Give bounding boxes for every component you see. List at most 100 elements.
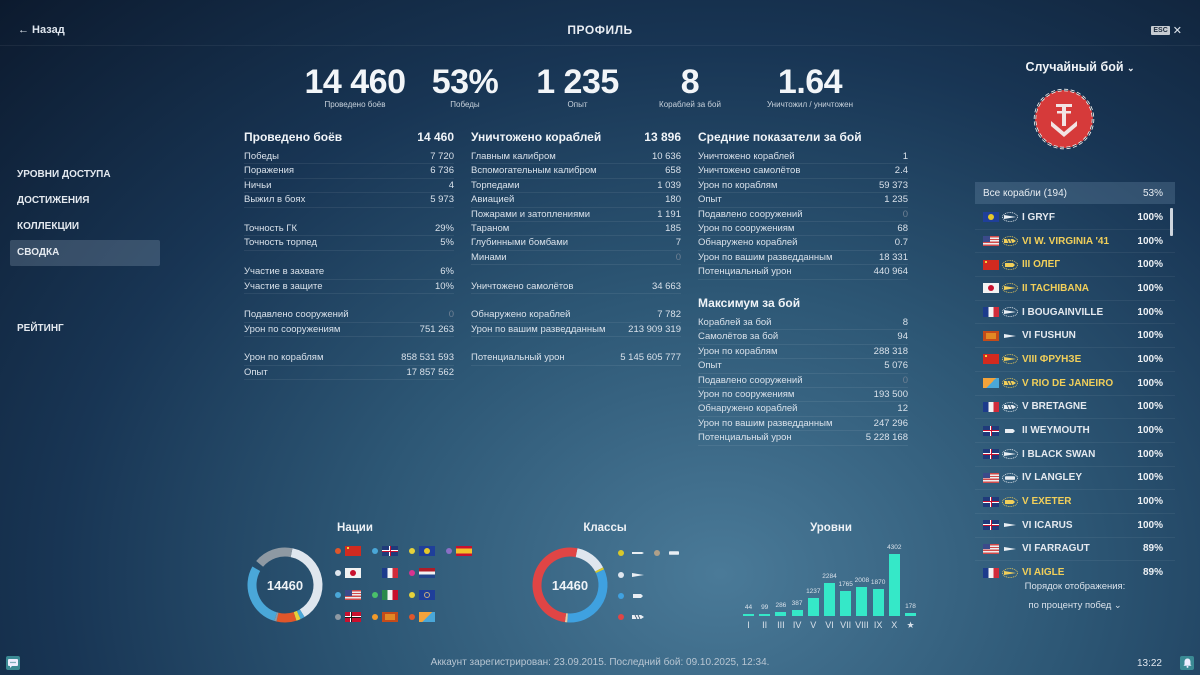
stat-value: 34 663 (651, 280, 681, 292)
ship-name: II TACHIBANA (1022, 282, 1090, 294)
stat-row: Тараном 185 (471, 222, 681, 237)
sidebar-item-achievements[interactable]: ДОСТИЖЕНИЯ (17, 195, 90, 206)
stat-row: Опыт 5 076 (698, 359, 908, 374)
ship-win-pct: 89% (1142, 567, 1163, 578)
sort-select[interactable]: по проценту побед ⌄ (975, 600, 1175, 611)
legend-dot (409, 548, 415, 554)
ship-row[interactable]: III ОЛЕГ 100% (975, 253, 1175, 278)
stat-row: Подавлено сооружений 0 (698, 208, 908, 222)
stat-label: Урон по сооружениям (698, 222, 795, 234)
ship-win-pct: 100% (1137, 306, 1163, 318)
average-column: Средние показатели за бой Уничтожено кор… (698, 130, 908, 280)
legend-dot (618, 593, 624, 599)
stat-value: 4 (448, 179, 454, 191)
clock: 13:22 (1136, 658, 1162, 669)
stat-label: Уничтожено самолётов (471, 280, 574, 292)
ship-name: I GRYF (1022, 211, 1055, 223)
tier-tick-label: II (762, 620, 768, 630)
battle-mode-select[interactable]: Случайный бой ⌄ (985, 60, 1175, 74)
ship-win-pct: 100% (1137, 211, 1163, 223)
ship-row[interactable]: V EXETER 100% (975, 490, 1175, 514)
sidebar-item-access-levels[interactable]: УРОВНИ ДОСТУПА (17, 169, 111, 180)
ship-row[interactable]: IV LANGLEY 100% (975, 467, 1175, 491)
headline-battles: 14 460 Проведено боёв (290, 64, 420, 109)
chat-button[interactable] (6, 656, 20, 670)
maximum-rows: Кораблей за бой 8 Самолётов за бой 94 Урон п… (698, 316, 908, 446)
stat-label: Обнаружено кораблей (471, 309, 571, 321)
ship-name: VI W. VIRGINIA '41 (1022, 235, 1110, 247)
ship-row[interactable]: VI W. VIRGINIA '41 100% (975, 230, 1175, 254)
tier-tick-label: VI (825, 620, 834, 630)
stat-row: Подавлено сооружений 0 (244, 308, 454, 323)
ship-row[interactable]: V RIO DE JANEIRO 100% (975, 372, 1175, 396)
ship-row[interactable]: I GRYF 100% (975, 206, 1175, 230)
nations-segment-uk (290, 548, 323, 618)
stat-row: Участие в защите 10% (244, 280, 454, 294)
stat-row: Обнаружено кораблей 12 (698, 402, 908, 417)
nations-total: 14460 (266, 578, 304, 593)
sidebar-item-summary[interactable]: СВОДКА (10, 240, 160, 266)
ship-row[interactable]: I BOUGAINVILLE 100% (975, 301, 1175, 325)
ship-row[interactable]: V BRETAGNE 100% (975, 396, 1175, 420)
all-ships-row[interactable]: Все корабли (194) 53% (975, 182, 1175, 204)
close-button[interactable]: ESC ✕ (1151, 24, 1182, 37)
stat-label: Самолётов за бой (698, 331, 779, 343)
legend-dot (335, 570, 341, 576)
stat-label: Обнаружено кораблей (698, 237, 798, 249)
stat-value: 5 145 605 777 (620, 352, 681, 364)
ship-row[interactable]: II TACHIBANA 100% (975, 277, 1175, 301)
sidebar-item-rating[interactable]: РЕЙТИНГ (17, 323, 64, 334)
carrier-class-icon (666, 548, 682, 558)
bar-tier-7 (840, 590, 852, 616)
nations-segment-ussr (276, 612, 297, 623)
destroyed-header: Уничтожено кораблей 13 896 (471, 130, 681, 150)
ship-row[interactable]: VI FARRAGUT 89% (975, 538, 1175, 562)
headline-value: 53% (431, 63, 499, 101)
tier-tick-label: V (810, 620, 817, 630)
flag-france-icon (983, 567, 999, 578)
stat-value: 247 296 (873, 417, 908, 429)
ship-list-scrollbar[interactable] (1170, 208, 1173, 236)
ship-row[interactable]: II WEYMOUTH 100% (975, 419, 1175, 443)
ship-row[interactable]: VIII ФРУНЗЕ 100% (975, 348, 1175, 372)
stat-row: Потенциальный урон 440 964 (698, 265, 908, 280)
flag-italy-icon (382, 590, 398, 600)
legend-dot (446, 548, 452, 554)
sidebar-item-collections[interactable]: КОЛЛЕКЦИИ (17, 221, 80, 232)
stat-label: Главным калибром (471, 151, 556, 162)
stat-label: Глубинными бомбами (471, 237, 569, 249)
headline-stats: 14 460 Проведено боёв 53% Победы 1 235 О… (290, 64, 870, 114)
notifications-button[interactable] (1180, 656, 1194, 670)
ship-row[interactable]: VI FUSHUN 100% (975, 324, 1175, 349)
tier-tick-label: VII (840, 620, 852, 630)
classes-segment-battleship (532, 547, 578, 623)
stat-value: 18 331 (878, 251, 908, 263)
headline-label: Уничтожил / уничтожен (766, 100, 854, 109)
back-button[interactable]: ← Назад (18, 24, 65, 36)
stat-label: Урон по кораблям (698, 345, 778, 357)
row-spacer (471, 294, 681, 308)
ship-win-pct: 100% (1137, 496, 1163, 508)
headline-value: 8 (680, 63, 700, 101)
stat-row: Кораблей за бой 8 (698, 316, 908, 331)
tier-tick-label: IV (792, 620, 802, 630)
ship-row[interactable]: I BLACK SWAN 100% (975, 443, 1175, 467)
stat-value: 17 857 562 (406, 366, 454, 378)
flag-france-icon (983, 307, 999, 318)
bar-value-label: 4302 (887, 544, 902, 551)
stat-value: 185 (665, 222, 681, 234)
bar-value-label: 178 (905, 603, 916, 611)
stat-label: Подавлено сооружений (244, 309, 349, 321)
flag-uk-icon (983, 449, 999, 460)
stat-label: Урон по кораблям (244, 352, 324, 364)
stat-label: Подавлено сооружений (698, 208, 803, 220)
flag-japan-icon (345, 568, 361, 578)
ship-row[interactable]: VI AIGLE 89% (975, 561, 1175, 578)
maximum-header: Максимум за бой (698, 296, 908, 316)
headline-kd: 1.64 Уничтожил / уничтожен (750, 64, 870, 109)
ship-row[interactable]: VI ICARUS 100% (975, 514, 1175, 538)
stat-row: Главным калибром 10 636 (471, 150, 681, 165)
ship-list[interactable]: I GRYF 100% VI W. VIRGINIA '41 100% III ОЛЕГ… (975, 206, 1175, 578)
ship-win-pct: 100% (1137, 401, 1163, 413)
stat-value: 0 (902, 374, 908, 386)
